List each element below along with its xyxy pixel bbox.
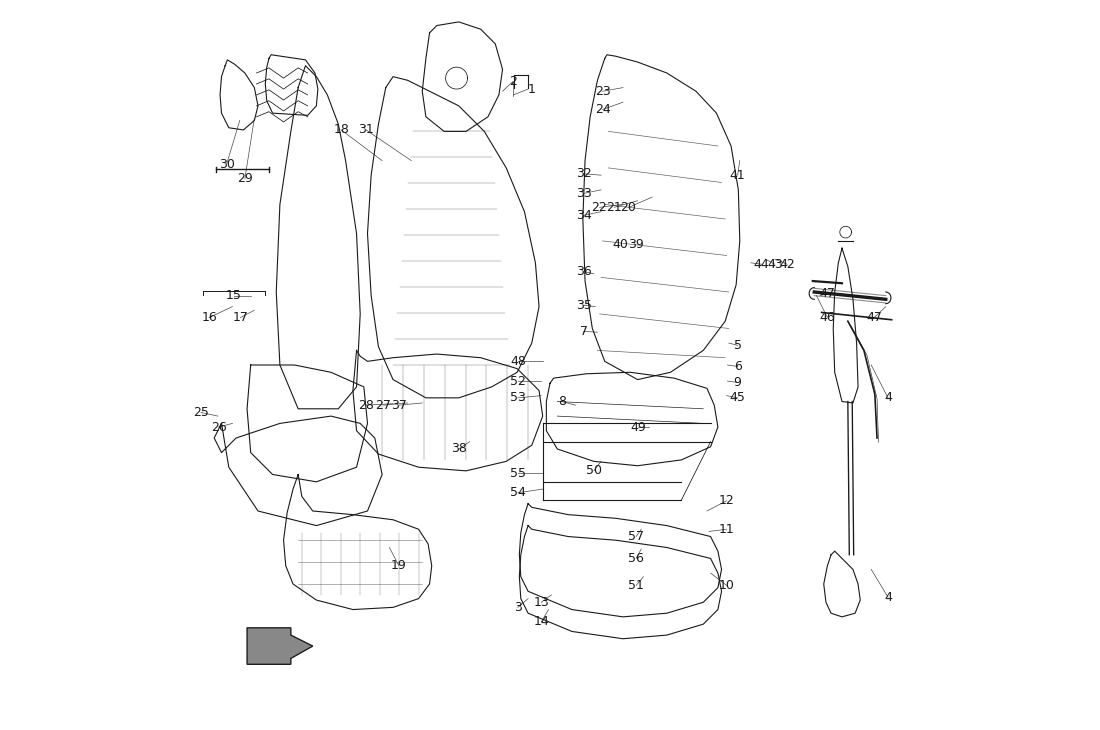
Text: 23: 23 <box>595 85 610 98</box>
Text: 32: 32 <box>575 167 592 180</box>
Text: 4: 4 <box>884 591 892 604</box>
Text: 55: 55 <box>510 466 526 480</box>
Text: 31: 31 <box>359 123 374 137</box>
Text: 47: 47 <box>866 311 882 324</box>
Text: 52: 52 <box>510 374 526 388</box>
Text: 54: 54 <box>510 486 526 499</box>
Text: 12: 12 <box>718 494 735 507</box>
Text: 49: 49 <box>630 420 646 434</box>
Text: 33: 33 <box>575 187 592 200</box>
Text: 28: 28 <box>359 399 374 412</box>
Text: 5: 5 <box>734 339 741 352</box>
Text: 10: 10 <box>718 579 735 592</box>
Text: 43: 43 <box>767 258 783 271</box>
Text: 7: 7 <box>580 325 587 338</box>
Text: 1: 1 <box>528 82 536 96</box>
Text: 51: 51 <box>628 579 645 592</box>
Text: 26: 26 <box>211 420 227 434</box>
Text: 20: 20 <box>620 201 636 214</box>
Text: 37: 37 <box>390 399 407 412</box>
Text: 48: 48 <box>510 355 526 368</box>
Text: 8: 8 <box>558 395 565 408</box>
Text: 57: 57 <box>628 530 645 543</box>
Text: 15: 15 <box>226 289 242 302</box>
Polygon shape <box>248 628 312 664</box>
Text: 4: 4 <box>884 391 892 404</box>
Text: 35: 35 <box>575 299 592 312</box>
Text: 14: 14 <box>534 615 549 629</box>
Text: 56: 56 <box>628 552 645 565</box>
Text: 50: 50 <box>586 464 602 477</box>
Text: 46: 46 <box>820 311 835 324</box>
Text: 38: 38 <box>451 442 466 456</box>
Text: 6: 6 <box>734 360 741 373</box>
Text: 9: 9 <box>734 376 741 389</box>
Text: 36: 36 <box>575 265 592 278</box>
Text: 27: 27 <box>375 399 392 412</box>
Text: 29: 29 <box>236 172 253 185</box>
Text: 42: 42 <box>780 258 795 271</box>
Text: 30: 30 <box>219 158 234 171</box>
Text: 13: 13 <box>534 596 549 609</box>
Text: 25: 25 <box>194 406 209 419</box>
Text: 3: 3 <box>514 601 521 614</box>
Text: 34: 34 <box>575 209 592 222</box>
Text: 39: 39 <box>628 238 643 251</box>
Text: 16: 16 <box>201 311 217 324</box>
Text: 24: 24 <box>595 103 610 116</box>
Text: 47: 47 <box>820 287 835 300</box>
Text: 17: 17 <box>232 311 249 324</box>
Text: 11: 11 <box>718 523 735 536</box>
Text: 53: 53 <box>510 391 526 404</box>
Text: 18: 18 <box>333 123 349 137</box>
Text: 40: 40 <box>613 238 629 251</box>
Text: 44: 44 <box>754 258 770 271</box>
Text: 19: 19 <box>390 559 407 572</box>
Text: 21: 21 <box>606 201 621 214</box>
Text: 41: 41 <box>729 169 746 182</box>
Text: 45: 45 <box>729 391 746 404</box>
Text: 2: 2 <box>509 75 517 88</box>
Text: 22: 22 <box>591 201 607 214</box>
